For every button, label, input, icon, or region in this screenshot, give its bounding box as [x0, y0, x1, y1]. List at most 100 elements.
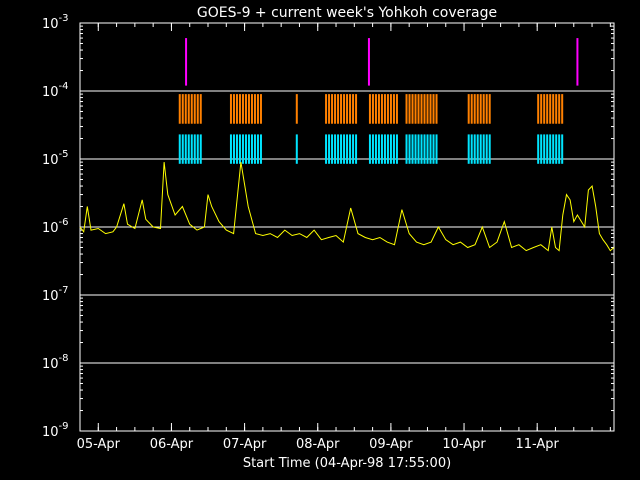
- coverage-bar: [395, 94, 398, 124]
- coverage-bar: [190, 94, 193, 124]
- coverage-bar: [340, 94, 343, 124]
- coverage-bar: [537, 134, 540, 164]
- coverage-bar: [253, 94, 256, 124]
- coverage-bar: [331, 94, 334, 124]
- coverage-bar: [558, 134, 561, 164]
- coverage-bar: [199, 94, 202, 124]
- x-tick-label: 07-Apr: [223, 437, 267, 452]
- coverage-bar: [540, 134, 543, 164]
- coverage-bar: [420, 134, 423, 164]
- coverage-bar: [549, 94, 552, 124]
- coverage-bar: [392, 94, 395, 124]
- coverage-bar: [346, 134, 349, 164]
- coverage-bar: [229, 134, 232, 164]
- coverage-bar: [470, 134, 473, 164]
- coverage-bar: [349, 134, 352, 164]
- coverage-bar: [334, 94, 337, 124]
- x-tick-label: 09-Apr: [369, 437, 413, 452]
- x-tick-label: 08-Apr: [296, 437, 340, 452]
- coverage-bar: [377, 134, 380, 164]
- coverage-bar: [247, 134, 250, 164]
- coverage-bar: [193, 134, 196, 164]
- coverage-bar: [552, 134, 555, 164]
- coverage-bar: [235, 94, 238, 124]
- coverage-bar: [325, 94, 328, 124]
- coverage-bar: [337, 134, 340, 164]
- coverage-bar: [429, 134, 432, 164]
- coverage-bar: [411, 94, 414, 124]
- coverage-bar: [331, 134, 334, 164]
- coverage-bar: [408, 134, 411, 164]
- x-tick-label: 10-Apr: [442, 437, 486, 452]
- coverage-bar: [485, 134, 488, 164]
- coverage-bar: [426, 94, 429, 124]
- coverage-bar: [435, 134, 438, 164]
- coverage-bar: [380, 134, 383, 164]
- coverage-bar: [178, 134, 181, 164]
- coverage-bar: [405, 134, 408, 164]
- x-tick-label: 11-Apr: [515, 437, 559, 452]
- coverage-bar: [414, 134, 417, 164]
- coverage-bar: [374, 94, 377, 124]
- coverage-bar: [435, 94, 438, 124]
- y-tick-labels: 10-9 10-8 10-7 10-6 10-5 10-4 10-3: [42, 13, 69, 440]
- coverage-bar: [386, 134, 389, 164]
- coverage-bar: [377, 94, 380, 124]
- chart-title: GOES-9 + current week's Yohkoh coverage: [197, 5, 497, 21]
- coverage-bar: [355, 94, 358, 124]
- coverage-bar: [232, 94, 235, 124]
- coverage-bar: [558, 94, 561, 124]
- coverage-bar: [389, 94, 392, 124]
- coverage-bar: [432, 134, 435, 164]
- coverage-bar: [408, 94, 411, 124]
- coverage-bar: [543, 94, 546, 124]
- coverage-bar: [555, 134, 558, 164]
- coverage-bar: [232, 134, 235, 164]
- coverage-bar: [181, 94, 184, 124]
- coverage-bar: [392, 134, 395, 164]
- coverage-bar: [238, 134, 241, 164]
- y-tick-marks: [80, 22, 614, 432]
- coverage-bar: [337, 94, 340, 124]
- coverage-bar: [196, 134, 199, 164]
- coverage-bar: [426, 134, 429, 164]
- coverage-bar: [383, 94, 386, 124]
- coverage-bar: [561, 94, 564, 124]
- coverage-bar: [247, 94, 250, 124]
- coverage-bar: [467, 134, 470, 164]
- x-axis-label: Start Time (04-Apr-98 17:55:00): [243, 456, 451, 471]
- coverage-bar: [325, 134, 328, 164]
- x-ticks: 05-Apr 06-Apr 07-Apr 08-Apr 09-Apr 10-Apr 11-A…: [77, 23, 611, 452]
- coverage-bar: [235, 134, 238, 164]
- coverage-bar: [389, 134, 392, 164]
- coverage-bar: [352, 134, 355, 164]
- coverage-bar: [383, 134, 386, 164]
- coverage-bar: [334, 134, 337, 164]
- coverage-bar: [537, 94, 540, 124]
- coverage-bar: [561, 134, 564, 164]
- y-tick-label: 10-9: [42, 421, 69, 440]
- coverage-bar: [482, 134, 485, 164]
- coverage-bar: [380, 94, 383, 124]
- coverage-bar: [371, 94, 374, 124]
- coverage-bar: [178, 94, 181, 124]
- coverage-bar: [411, 134, 414, 164]
- y-tick-label: 10-6: [42, 217, 69, 236]
- coverage-bar: [405, 94, 408, 124]
- coverage-bar: [187, 134, 190, 164]
- coverage-bar: [346, 94, 349, 124]
- coverage-bar: [352, 94, 355, 124]
- coverage-bar: [549, 134, 552, 164]
- coverage-bar: [476, 134, 479, 164]
- coverage-bar: [371, 134, 374, 164]
- coverage-bar: [552, 94, 555, 124]
- coverage-bar: [485, 94, 488, 124]
- coverage-bar: [432, 94, 435, 124]
- coverage-bar: [374, 134, 377, 164]
- coverage-bar: [256, 134, 259, 164]
- coverage-bar: [187, 94, 190, 124]
- coverage-bar: [295, 134, 298, 164]
- coverage-bar: [417, 94, 420, 124]
- coverage-bar: [555, 94, 558, 124]
